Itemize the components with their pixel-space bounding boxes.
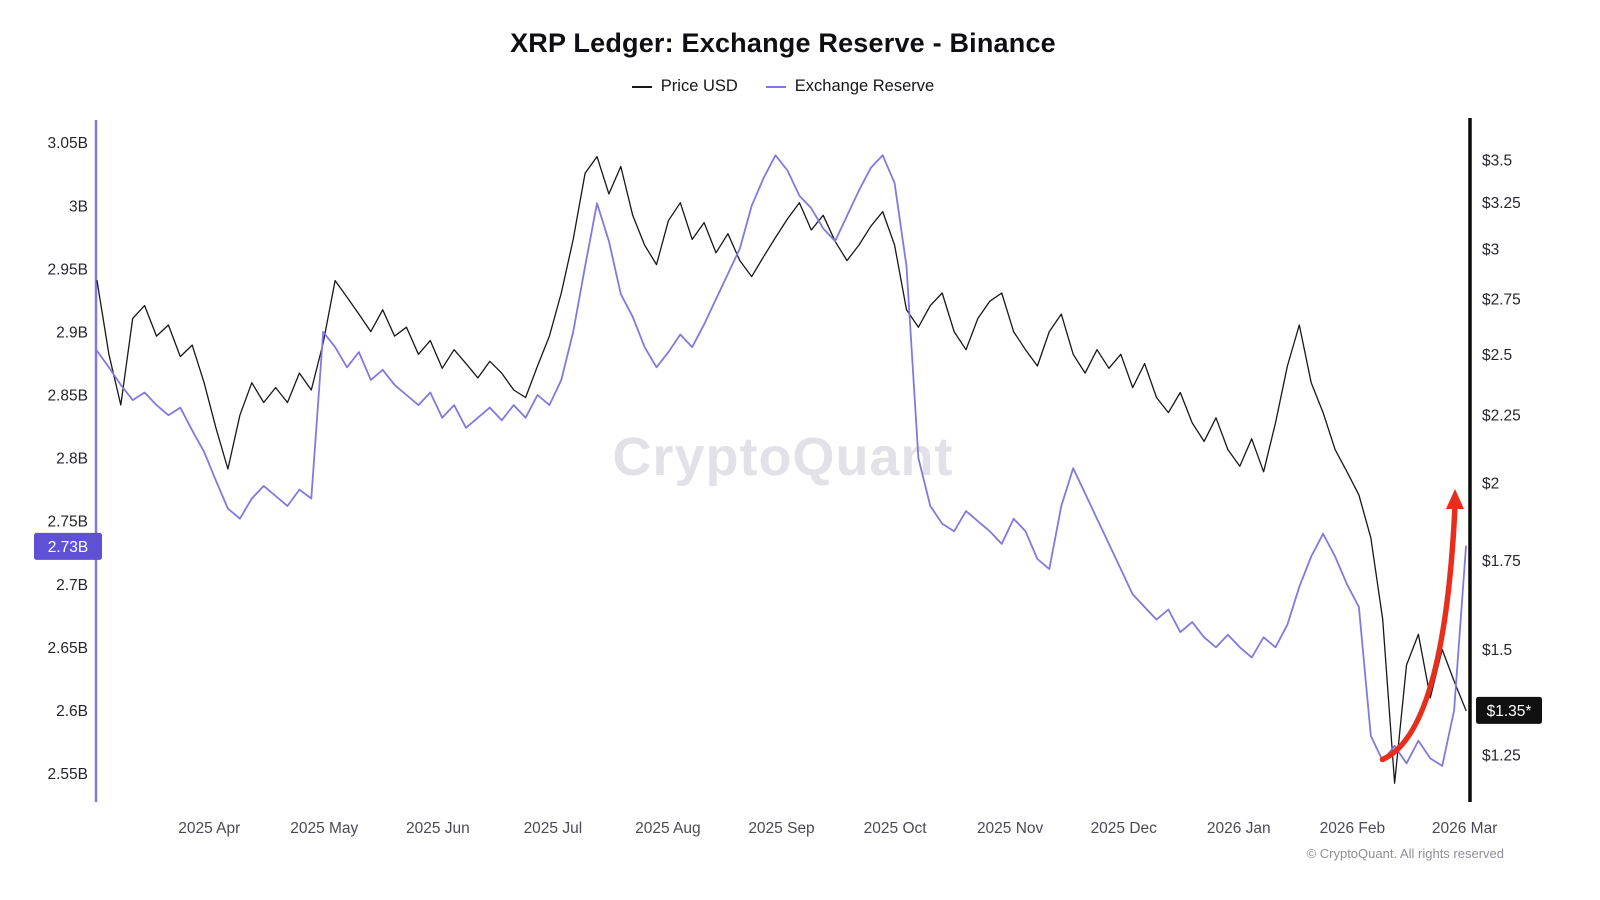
legend: Price USD Exchange Reserve — [0, 77, 1566, 96]
right-axis-tick: $2.25 — [1482, 408, 1521, 425]
reserve-value-badge: 2.73B — [34, 532, 102, 560]
legend-label-exchange-reserve: Exchange Reserve — [794, 77, 935, 95]
legend-swatch-price-usd — [631, 85, 652, 88]
right-axis-tick: $2.75 — [1482, 292, 1521, 309]
right-axis-tick: $3.5 — [1482, 152, 1512, 169]
price-value-badge-text: $1.35* — [1487, 703, 1532, 720]
legend-item-exchange-reserve[interactable]: Exchange Reserve — [765, 77, 935, 96]
price-value-badge: $1.35* — [1476, 696, 1542, 724]
legend-label-price-usd: Price USD — [660, 77, 738, 95]
left-axis-tick: 3.05B — [47, 135, 88, 152]
left-axis-tick: 2.85B — [47, 388, 88, 405]
x-axis-tick: 2025 Aug — [635, 820, 701, 837]
x-axis-tick: 2026 Jan — [1207, 820, 1271, 837]
left-axis-tick: 2.7B — [56, 577, 88, 594]
x-axis-tick: 2025 Nov — [977, 820, 1044, 837]
right-axis-tick: $3 — [1482, 241, 1499, 258]
right-axis-tick: $2.5 — [1482, 347, 1512, 364]
right-axis-tick: $3.25 — [1482, 195, 1521, 212]
x-axis-tick: 2025 Dec — [1091, 820, 1158, 837]
price-value-badge-bg — [1476, 696, 1542, 724]
left-axis-tick: 3B — [69, 198, 88, 215]
trend-arrowhead — [1446, 489, 1464, 509]
x-axis-tick: 2025 Jul — [524, 820, 583, 837]
left-axis-tick: 2.9B — [56, 324, 88, 341]
right-axis-tick: $1.75 — [1482, 553, 1521, 570]
trend-arrow — [1379, 503, 1458, 763]
x-axis-tick: 2026 Mar — [1432, 820, 1497, 837]
right-axis-tick: $1.5 — [1482, 642, 1512, 659]
right-axis-tick: $1.25 — [1482, 747, 1521, 764]
x-axis-tick: 2025 Sep — [748, 820, 814, 837]
legend-item-price-usd[interactable]: Price USD — [631, 77, 738, 96]
left-axis-tick: 2.6B — [56, 703, 88, 720]
left-axis-tick: 2.75B — [47, 514, 88, 531]
x-axis-tick: 2025 Jun — [406, 820, 470, 837]
legend-swatch-exchange-reserve — [765, 85, 786, 88]
x-axis-tick: 2025 May — [290, 820, 358, 837]
left-axis-tick: 2.55B — [47, 766, 88, 783]
left-axis-tick: 2.65B — [47, 640, 88, 657]
chart-title: XRP Ledger: Exchange Reserve - Binance — [510, 28, 1056, 58]
exchange-reserve-line[interactable] — [96, 154, 1467, 767]
reserve-value-badge-bg — [34, 532, 102, 560]
x-axis-tick: 2025 Oct — [864, 820, 928, 837]
left-axis-tick: 2.95B — [47, 261, 88, 278]
x-axis-tick: 2025 Apr — [178, 820, 240, 837]
copyright-footer: © CryptoQuant. All rights reserved — [1306, 846, 1504, 861]
x-axis-tick: 2026 Feb — [1320, 820, 1386, 837]
right-axis-tick: $2 — [1482, 476, 1499, 493]
price-usd-line[interactable] — [96, 155, 1467, 784]
left-axis-tick: 2.8B — [56, 451, 88, 468]
reserve-value-badge-text: 2.73B — [48, 539, 89, 556]
